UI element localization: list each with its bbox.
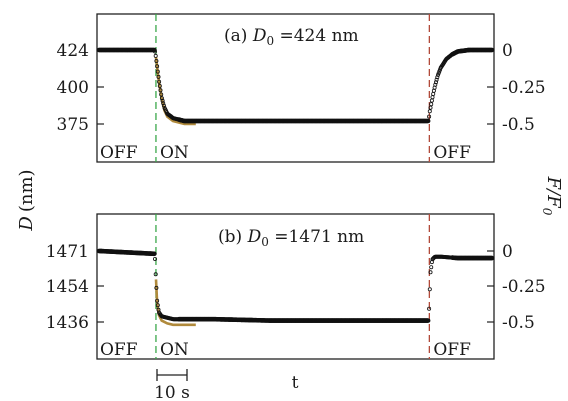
title-symbol: D: [252, 26, 267, 46]
data-point: [429, 98, 434, 103]
fit-curve: [154, 57, 196, 126]
right-tick-label: -0.25: [502, 277, 546, 297]
data-point: [428, 105, 433, 110]
left-tick-label: 375: [57, 115, 89, 135]
left-axis-unit: (nm): [16, 169, 37, 212]
right-tick-label: 0: [502, 41, 513, 61]
data-point: [431, 88, 436, 93]
data-point: [152, 256, 157, 261]
title-symbol: D: [247, 227, 262, 247]
data-point: [427, 287, 432, 292]
title-subscript: 0: [261, 235, 269, 249]
left-tick-label: 1471: [46, 242, 89, 262]
right-tick-label: -0.5: [502, 115, 535, 135]
panel-title: (b) D0 =1471 nm: [218, 227, 364, 249]
data-point: [152, 49, 157, 54]
data-point: [158, 88, 163, 93]
data-point: [435, 75, 440, 80]
data-point: [429, 265, 434, 270]
scale-bar: 10 s: [154, 369, 190, 401]
data-point: [161, 103, 166, 108]
data-point: [489, 255, 495, 261]
data-point: [155, 298, 160, 303]
data-point: [154, 59, 159, 64]
data-point: [155, 69, 160, 74]
left-axis-title: D (nm): [16, 169, 37, 231]
data-point: [157, 84, 162, 89]
data-point: [160, 98, 165, 103]
data-point: [155, 303, 160, 308]
data-point: [155, 64, 160, 69]
left-tick-label: 424: [57, 41, 89, 61]
right-tick-label: -0.25: [502, 78, 546, 98]
data-point: [434, 77, 439, 82]
state-label-off: OFF: [433, 340, 471, 360]
data-point: [431, 92, 436, 97]
panel-title: (a) D0 =424 nm: [224, 26, 359, 48]
right-axis-subscript: 0: [540, 208, 554, 216]
right-tick-label: 0: [502, 242, 513, 262]
data-point: [427, 114, 432, 119]
title-subscript: 0: [266, 34, 274, 48]
right-axis-title: F/F0: [540, 176, 564, 216]
left-tick-label: 1436: [46, 313, 89, 333]
data-point: [154, 285, 159, 290]
data-point: [159, 96, 164, 101]
data-point: [426, 318, 431, 323]
data-point: [437, 69, 442, 74]
scale-bar-label: 10 s: [154, 383, 190, 401]
data-point: [433, 80, 438, 85]
data-point: [489, 47, 495, 53]
data-point: [156, 74, 161, 79]
data-point: [436, 71, 441, 76]
state-label-off: OFF: [433, 143, 471, 163]
left-axis-symbol: D: [16, 216, 37, 232]
title-value: =424 nm: [274, 26, 359, 46]
data-point: [427, 306, 432, 311]
data-point: [433, 82, 438, 87]
panel-label: (b): [218, 227, 248, 247]
state-label-on: ON: [160, 340, 189, 360]
right-axis-symbol: F/F: [543, 176, 564, 210]
data-point: [427, 109, 432, 114]
state-label-off: OFF: [100, 340, 138, 360]
data-point: [153, 272, 158, 277]
state-label-on: ON: [160, 143, 189, 163]
data-point: [152, 251, 157, 257]
data-series: [96, 47, 495, 124]
x-axis-label: t: [292, 373, 299, 393]
data-point: [159, 92, 164, 97]
data-point: [426, 119, 431, 124]
data-point: [430, 95, 435, 100]
data-point: [157, 79, 162, 84]
plot-frame: [96, 13, 495, 163]
left-tick-label: 400: [57, 78, 89, 98]
right-tick-label: -0.5: [502, 313, 535, 333]
left-tick-label: 1454: [46, 277, 89, 297]
data-series: [96, 248, 495, 323]
panel-label: (a): [224, 26, 253, 46]
data-point: [435, 72, 440, 77]
data-point: [428, 270, 433, 275]
data-point: [161, 101, 166, 106]
data-point: [429, 102, 434, 107]
title-value: =1471 nm: [269, 227, 364, 247]
data-point: [153, 53, 158, 58]
state-label-off: OFF: [100, 143, 138, 163]
